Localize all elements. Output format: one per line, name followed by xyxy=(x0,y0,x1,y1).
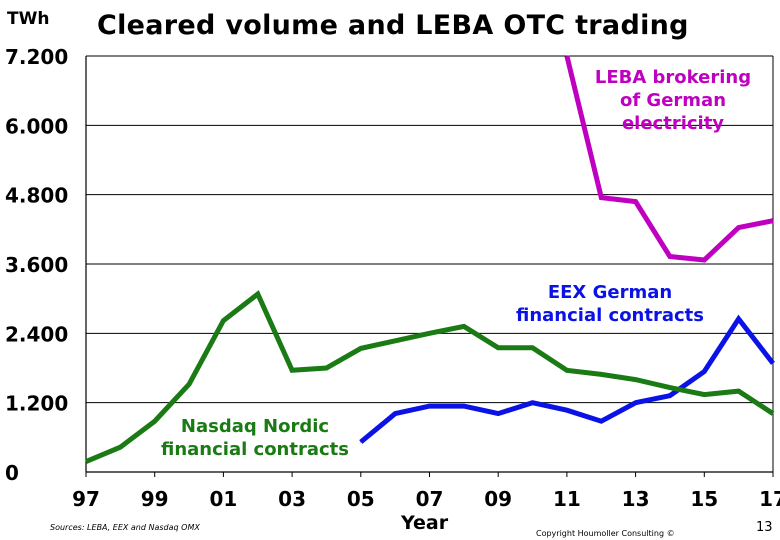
legend-label-nasdaq-line2: financial contracts xyxy=(160,439,349,460)
data-point xyxy=(463,405,465,407)
legend-label-leba-line1: LEBA brokering xyxy=(594,67,752,88)
data-point xyxy=(738,390,740,392)
data-point xyxy=(291,369,293,371)
data-point xyxy=(703,259,705,261)
y-tick-label: 7.200 xyxy=(5,45,68,69)
data-point xyxy=(600,197,602,199)
y-tick-labels: 0 1.200 2.400 3.600 4.800 6.000 7.200 xyxy=(5,45,68,485)
legend-label-eex-line1: EEX German xyxy=(547,282,673,303)
x-tick-label: 09 xyxy=(484,487,512,511)
x-tick-label: 15 xyxy=(690,487,718,511)
y-tick-label: 3.600 xyxy=(5,253,68,277)
y-axis-unit: TWh xyxy=(7,9,50,29)
data-point xyxy=(772,413,774,415)
x-tick-label: 13 xyxy=(622,487,650,511)
data-point xyxy=(566,55,568,57)
x-tick-label: 17 xyxy=(759,487,780,511)
data-point xyxy=(463,325,465,327)
legend-label-eex-line2: financial contracts xyxy=(515,305,704,326)
axes xyxy=(85,56,774,477)
legend-label-eex: EEX German financial contracts xyxy=(503,281,717,327)
chart-title: Cleared volume and LEBA OTC trading xyxy=(97,10,689,41)
data-point xyxy=(669,387,671,389)
data-point xyxy=(429,405,430,407)
legend-label-leba: LEBA brokering of German electricity xyxy=(588,66,758,135)
data-point xyxy=(703,394,705,396)
data-point xyxy=(635,402,637,404)
x-tick-label: 03 xyxy=(278,487,306,511)
data-point xyxy=(532,347,534,349)
data-point xyxy=(257,293,259,295)
data-point xyxy=(635,379,637,381)
data-point xyxy=(429,332,430,334)
data-point xyxy=(772,220,774,222)
data-point xyxy=(394,340,396,342)
data-point xyxy=(325,367,327,369)
y-tick-label: 4.800 xyxy=(5,184,68,208)
data-point xyxy=(497,413,499,415)
series-line-1 xyxy=(359,314,775,444)
data-point xyxy=(669,395,671,397)
data-point xyxy=(360,347,362,349)
data-point xyxy=(154,420,156,422)
x-tick-label: 11 xyxy=(553,487,581,511)
data-point xyxy=(85,461,87,463)
x-tick-label: 99 xyxy=(141,487,169,511)
data-point xyxy=(600,373,602,375)
data-point xyxy=(497,347,499,349)
data-point xyxy=(394,413,396,415)
x-axis-title: Year xyxy=(401,512,449,534)
data-point xyxy=(119,446,121,448)
data-point xyxy=(703,370,705,372)
page-number: 13 xyxy=(756,520,773,535)
series-lines xyxy=(85,55,775,464)
copyright-note: Copyright Houmoller Consulting © xyxy=(536,529,675,538)
x-tick-label: 01 xyxy=(209,487,237,511)
legend-label-nasdaq-line1: Nasdaq Nordic xyxy=(180,416,330,437)
data-point xyxy=(360,441,362,443)
x-tick-label: 05 xyxy=(347,487,375,511)
y-tick-label: 6.000 xyxy=(5,114,68,138)
data-point xyxy=(532,402,534,404)
legend-label-nasdaq: Nasdaq Nordic financial contracts xyxy=(148,415,362,461)
legend-label-leba-line3: electricity xyxy=(621,113,725,134)
data-point xyxy=(222,320,224,322)
data-point xyxy=(188,383,190,385)
gridlines xyxy=(86,55,773,404)
legend-label-leba-line2: of German xyxy=(619,90,727,111)
data-point xyxy=(566,409,568,411)
data-point xyxy=(600,420,602,422)
data-point xyxy=(669,255,671,257)
y-tick-label: 0 xyxy=(5,461,19,485)
data-point xyxy=(566,369,568,371)
x-tick-label: 97 xyxy=(72,487,100,511)
x-tick-label: 07 xyxy=(416,487,444,511)
data-point xyxy=(635,201,637,203)
y-tick-label: 2.400 xyxy=(5,322,68,346)
x-tick-labels: 97 99 01 03 05 07 09 11 13 15 17 xyxy=(72,487,780,511)
data-point xyxy=(772,362,774,364)
y-tick-label: 1.200 xyxy=(5,392,68,416)
data-point xyxy=(738,318,740,320)
source-note: Sources: LEBA, EEX and Nasdaq OMX xyxy=(50,523,200,532)
data-point xyxy=(738,227,740,229)
